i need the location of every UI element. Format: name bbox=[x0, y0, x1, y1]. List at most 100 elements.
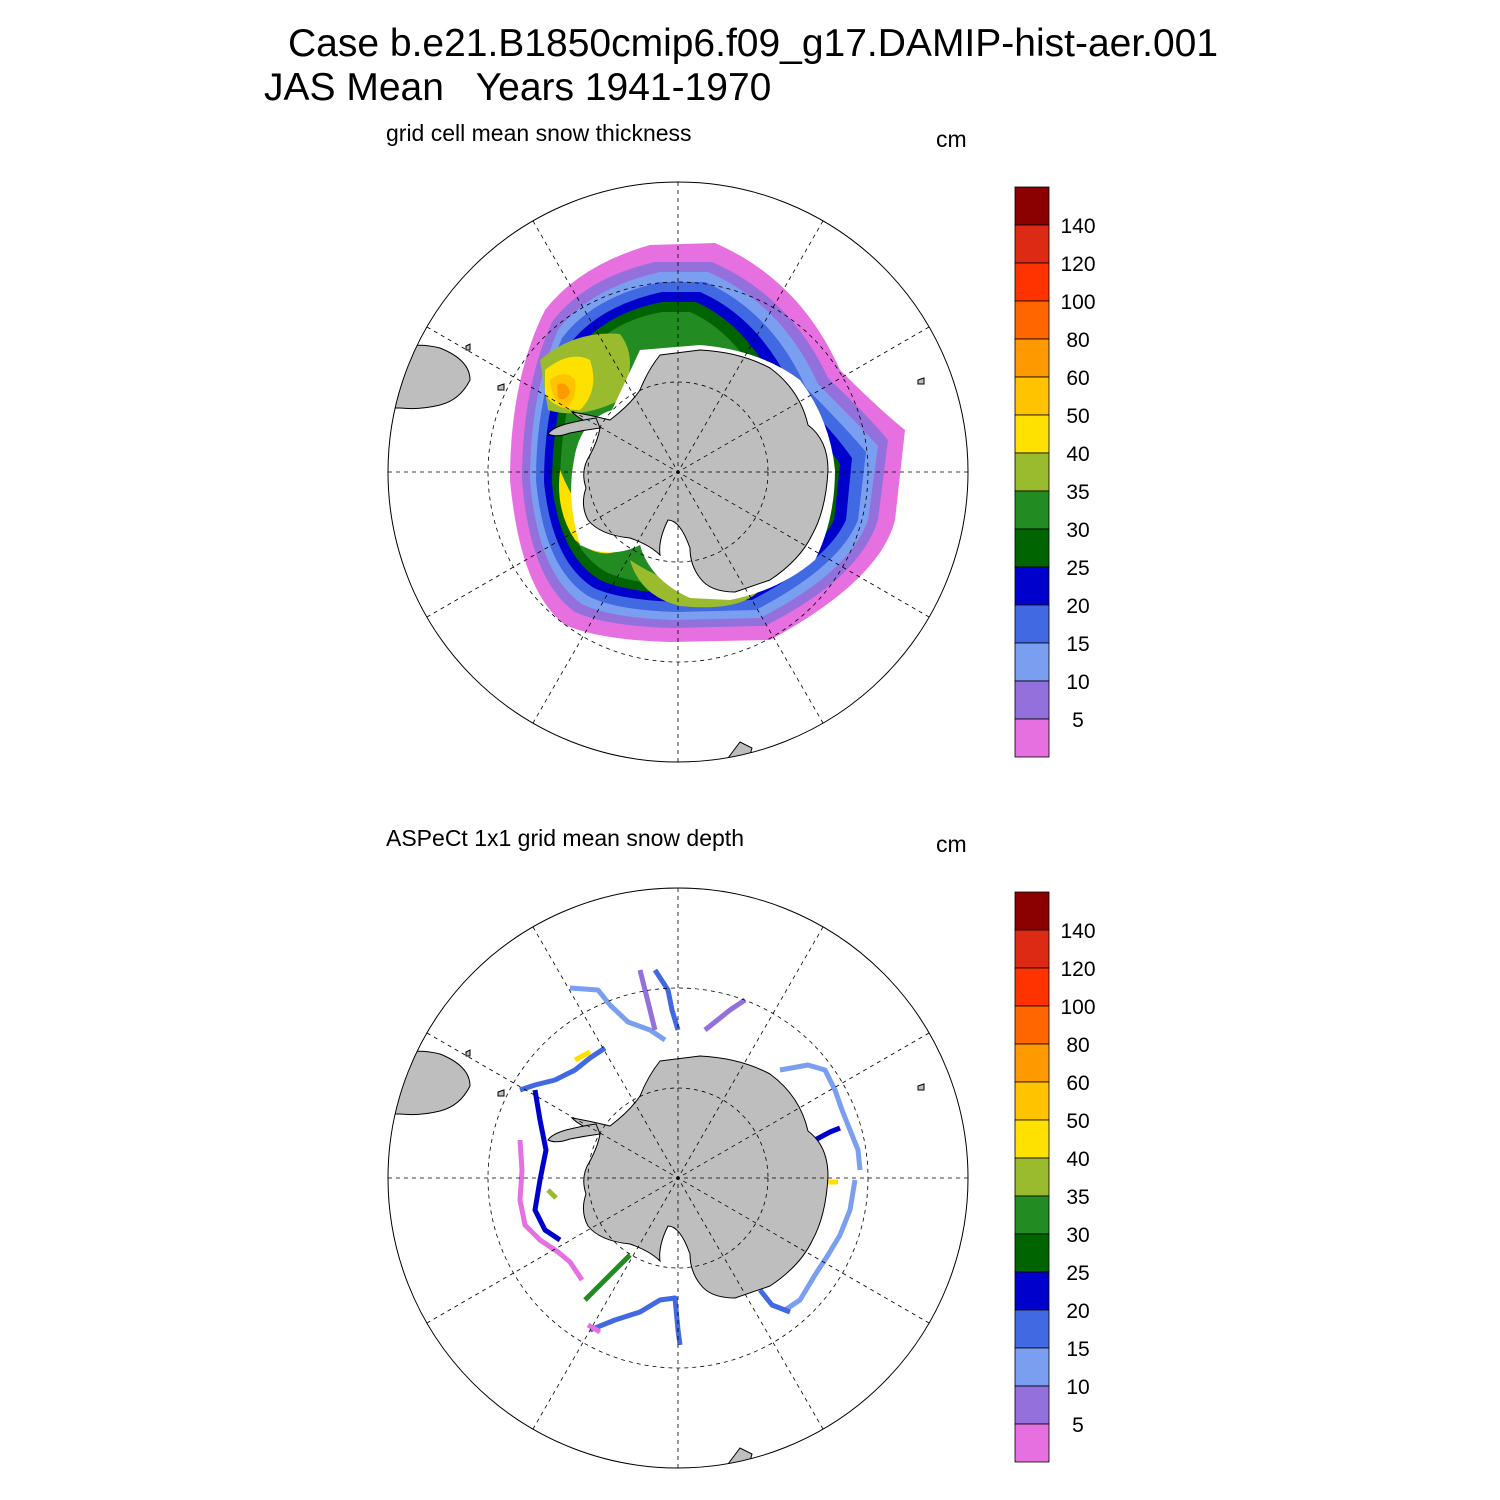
island-kerguelen-2 bbox=[917, 1083, 925, 1091]
panel2-colorbar-label: 15 bbox=[1066, 1338, 1089, 1361]
island-falkland-2 bbox=[497, 1089, 505, 1097]
figure-period: JAS Mean Years 1941-1970 bbox=[264, 66, 772, 109]
track-16 bbox=[573, 1049, 592, 1063]
panel2-colorbar-box bbox=[1014, 967, 1050, 1007]
panel2-colorbar-box bbox=[1014, 1157, 1050, 1197]
panel2-colorbar-box bbox=[1014, 1233, 1050, 1273]
antarctica-land bbox=[570, 349, 829, 593]
panel2-colorbar-box bbox=[1014, 1081, 1050, 1121]
panel1-colorbar-box bbox=[1014, 452, 1050, 492]
panel1-colorbar-label: 15 bbox=[1066, 633, 1089, 656]
island-south-georgia bbox=[465, 343, 471, 351]
panel2-map bbox=[387, 887, 969, 1469]
panel2-colorbar-label: 50 bbox=[1066, 1110, 1089, 1133]
south-america-land bbox=[388, 344, 471, 410]
track-14 bbox=[813, 1125, 841, 1143]
panel2-colorbar-label: 30 bbox=[1066, 1224, 1089, 1247]
panel1-colorbar-label: 5 bbox=[1072, 709, 1084, 732]
panel2-colorbar-box bbox=[1014, 1385, 1050, 1425]
panel2-units: cm bbox=[936, 831, 967, 857]
panel2-colorbar-box bbox=[1014, 1347, 1050, 1387]
panel1-colorbar-box bbox=[1014, 376, 1050, 416]
panel1-colorbar-box bbox=[1014, 224, 1050, 264]
panel2-colorbar-label: 140 bbox=[1060, 920, 1095, 943]
panel2-colorbar-label: 60 bbox=[1066, 1072, 1089, 1095]
track-1 bbox=[569, 985, 667, 1043]
antarctic-peninsula bbox=[547, 417, 601, 437]
panel1-colorbar-box bbox=[1014, 566, 1050, 606]
panel1-colorbar-box bbox=[1014, 262, 1050, 302]
panel2-colorbar-box bbox=[1014, 1119, 1050, 1159]
panel1-colorbar-box bbox=[1014, 414, 1050, 454]
new-zealand-land-2 bbox=[724, 1447, 753, 1468]
panel2-colorbar-box bbox=[1014, 891, 1050, 931]
panel2-graticule bbox=[388, 888, 968, 1468]
panel1-colorbar-box bbox=[1014, 490, 1050, 530]
panel1-colorbar-box bbox=[1014, 680, 1050, 720]
panel2-border bbox=[387, 887, 969, 1469]
track-4 bbox=[703, 997, 747, 1032]
track-3 bbox=[652, 968, 681, 1031]
contour-40-50-b bbox=[559, 470, 620, 554]
antarctic-peninsula-2 bbox=[547, 1123, 601, 1143]
panel1-colorbar-label: 60 bbox=[1066, 367, 1089, 390]
track-10 bbox=[517, 1139, 585, 1282]
panel1-colorbar-box bbox=[1014, 300, 1050, 340]
panel2-colorbar-label: 120 bbox=[1060, 958, 1095, 981]
panel1-colorbar-box bbox=[1014, 186, 1050, 226]
panel2-colorbar-label: 35 bbox=[1066, 1186, 1089, 1209]
panel2-colorbar-label: 5 bbox=[1072, 1414, 1084, 1437]
panel1-map bbox=[387, 181, 969, 763]
panel1-colorbar-box bbox=[1014, 604, 1050, 644]
island-south-georgia-2 bbox=[465, 1049, 471, 1057]
track-13 bbox=[586, 1322, 602, 1335]
south-america-land-2 bbox=[388, 1050, 471, 1116]
panel1-colorbar-box bbox=[1014, 718, 1050, 758]
island-kerguelen bbox=[917, 377, 925, 385]
panel2-colorbar-label: 100 bbox=[1060, 996, 1095, 1019]
track-2 bbox=[637, 969, 658, 1031]
panel1-colorbar-label: 100 bbox=[1060, 291, 1095, 314]
new-zealand-land bbox=[724, 741, 753, 762]
track-8 bbox=[519, 1045, 607, 1093]
track-6 bbox=[783, 1179, 858, 1313]
panel2-colorbar-box bbox=[1014, 1195, 1050, 1235]
panel1-colorbar-box bbox=[1014, 528, 1050, 568]
panel2-colorbar-box bbox=[1014, 1271, 1050, 1311]
track-12 bbox=[589, 1295, 683, 1346]
panel1-colorbar-label: 50 bbox=[1066, 405, 1089, 428]
panel1-colorbar-box bbox=[1014, 338, 1050, 378]
panel1-colorbar-label: 25 bbox=[1066, 557, 1089, 580]
track-9 bbox=[532, 1089, 562, 1243]
panel1-colorbar-label: 30 bbox=[1066, 519, 1089, 542]
panel2-subtitle: ASPeCt 1x1 grid mean snow depth bbox=[386, 825, 744, 851]
panel1-border bbox=[387, 181, 969, 763]
track-11 bbox=[583, 1253, 632, 1302]
panel2-colorbar-label: 20 bbox=[1066, 1300, 1089, 1323]
panel1-colorbar-label: 20 bbox=[1066, 595, 1089, 618]
island-falkland bbox=[497, 383, 505, 391]
panel1-colorbar-label: 10 bbox=[1066, 671, 1089, 694]
track-5 bbox=[779, 1062, 863, 1171]
contour-60-80 bbox=[557, 383, 570, 400]
panel1-colorbar-box bbox=[1014, 642, 1050, 682]
panel1-colorbar: 5 10 15 20 25 30 35 40 50 60 80 100 120 140 bbox=[1014, 186, 1096, 758]
panel1-subtitle: grid cell mean snow thickness bbox=[386, 120, 692, 146]
panel2-colorbar-label: 10 bbox=[1066, 1376, 1089, 1399]
panel2-colorbar-box bbox=[1014, 1043, 1050, 1083]
panel1-colorbar-label: 120 bbox=[1060, 253, 1095, 276]
panel2-colorbar-label: 80 bbox=[1066, 1034, 1089, 1057]
track-7 bbox=[758, 1288, 791, 1315]
panel2-colorbar-box bbox=[1014, 1423, 1050, 1463]
panel1-colorbar-label: 35 bbox=[1066, 481, 1089, 504]
panel2-colorbar-box bbox=[1014, 1309, 1050, 1349]
antarctica-land-2 bbox=[570, 1055, 829, 1299]
track-17 bbox=[546, 1188, 558, 1200]
panel1-colorbar-label: 140 bbox=[1060, 215, 1095, 238]
panel1-colorbar-label: 40 bbox=[1066, 443, 1089, 466]
panel2-colorbar-label: 25 bbox=[1066, 1262, 1089, 1285]
figure-title: Case b.e21.B1850cmip6.f09_g17.DAMIP-hist… bbox=[288, 22, 1219, 65]
panel2-colorbar-label: 40 bbox=[1066, 1148, 1089, 1171]
panel1-colorbar-label: 80 bbox=[1066, 329, 1089, 352]
